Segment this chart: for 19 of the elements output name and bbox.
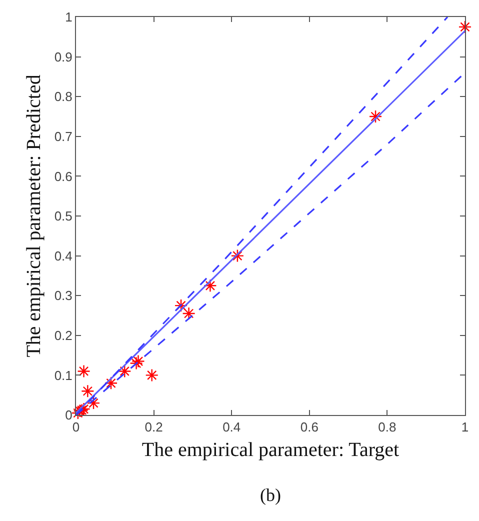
- y-tick-label: 0.1: [54, 368, 72, 383]
- y-tick-label: 1: [65, 10, 72, 25]
- y-tick-label: 0.2: [54, 328, 72, 343]
- text: (b): [260, 485, 281, 505]
- x-tick-label: 1: [461, 420, 469, 435]
- y-tick-label: 0.8: [54, 89, 72, 104]
- x-axis-title: The empirical parameter: Target: [142, 439, 400, 462]
- x-tick-label: 0.4: [222, 420, 241, 435]
- y-tick-label: 0: [65, 408, 72, 423]
- x-tick-label: 0.2: [144, 420, 163, 435]
- x-tick-label: 0.8: [378, 420, 396, 435]
- y-tick-label: 0.3: [54, 288, 72, 304]
- y-tick-label: 0.9: [54, 49, 72, 64]
- y-tick-label: 0.4: [54, 248, 72, 264]
- y-tick-label: 0.7: [54, 128, 72, 144]
- x-tick-label: 0.6: [300, 420, 318, 435]
- y-tick-label: 0.6: [54, 168, 72, 184]
- y-axis-title: The empirical parameter: Predicted: [22, 74, 45, 358]
- y-tick-label: 0.5: [54, 208, 72, 224]
